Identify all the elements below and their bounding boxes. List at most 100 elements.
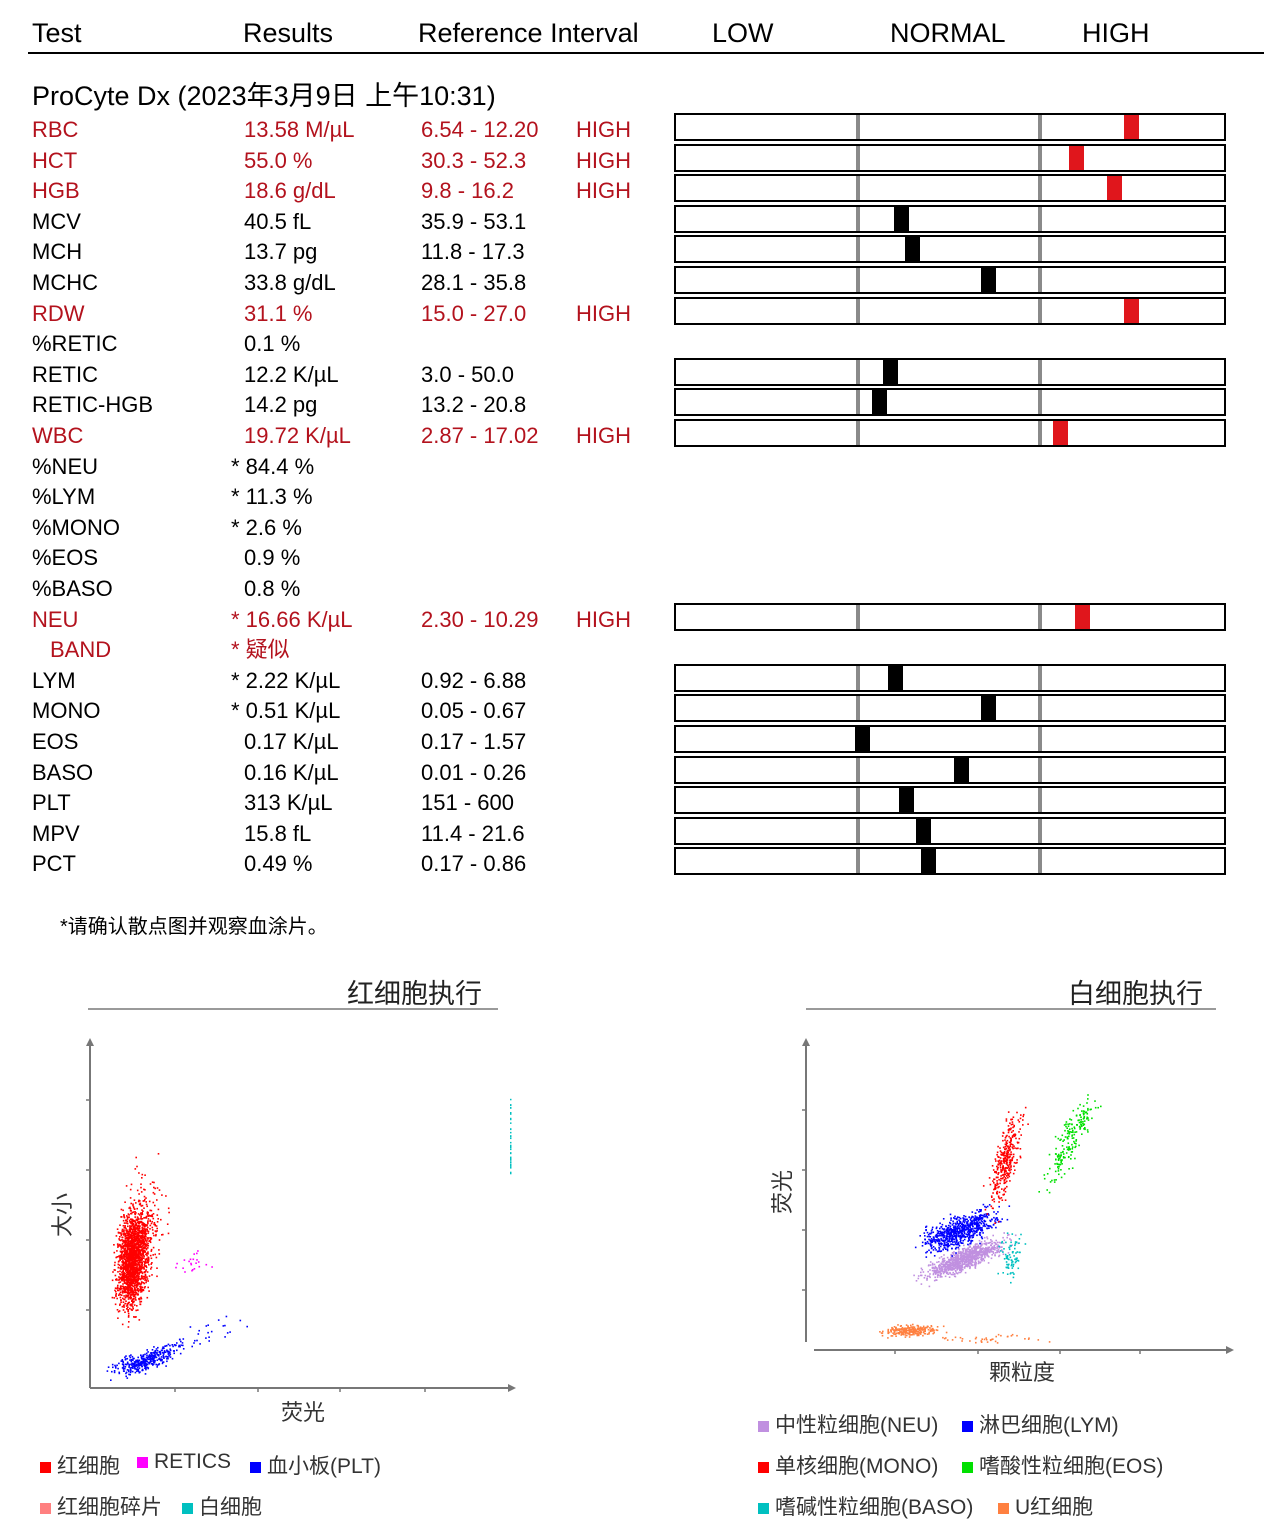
rbc-point	[125, 1305, 128, 1307]
neu-point	[952, 1259, 954, 1261]
eos-point	[1043, 1177, 1046, 1180]
lym-point	[959, 1225, 961, 1228]
mono-point	[1005, 1158, 1008, 1161]
rbc-point	[122, 1267, 124, 1270]
rbc-point	[141, 1223, 143, 1226]
lym-point	[971, 1223, 974, 1226]
neu-point	[961, 1266, 963, 1269]
neu-point	[986, 1248, 989, 1251]
lym-point	[962, 1225, 964, 1227]
plt-point	[144, 1373, 147, 1375]
rbc-point	[150, 1209, 153, 1212]
lym-point	[989, 1225, 991, 1227]
rbc-point	[139, 1214, 141, 1216]
rbc-point	[141, 1257, 143, 1260]
eos-point	[1056, 1162, 1058, 1165]
mono-point	[1006, 1152, 1008, 1155]
lym-point	[971, 1220, 974, 1222]
lym-point	[990, 1225, 992, 1228]
lym-point	[956, 1227, 959, 1230]
rbc-point	[126, 1266, 128, 1268]
rbc-point	[137, 1200, 140, 1203]
mono-point	[999, 1150, 1002, 1152]
baso-point	[1007, 1266, 1009, 1268]
rbc-point	[145, 1248, 148, 1251]
rbc-point	[142, 1252, 145, 1255]
lym-point	[961, 1229, 963, 1232]
plt-point	[154, 1355, 156, 1357]
lym-point	[994, 1220, 996, 1222]
rbc-point	[122, 1239, 125, 1242]
rbc-point	[136, 1263, 139, 1266]
eos-point	[1063, 1139, 1065, 1141]
baso-point	[1011, 1233, 1014, 1235]
mono-point	[1003, 1173, 1006, 1176]
eos-point	[1083, 1110, 1086, 1113]
plt-point	[156, 1364, 159, 1366]
neu-point	[944, 1271, 946, 1273]
eos-point	[1071, 1146, 1074, 1148]
rbc-point	[137, 1267, 139, 1270]
eos-point	[1079, 1125, 1081, 1128]
rbc-point	[136, 1255, 139, 1258]
rbc-point	[139, 1245, 141, 1247]
eos-point	[1078, 1121, 1081, 1124]
neu-point	[965, 1250, 968, 1252]
plt-point	[169, 1349, 172, 1352]
eos-point	[1068, 1168, 1070, 1170]
rbc-point	[132, 1227, 135, 1229]
rbc-point	[124, 1302, 126, 1305]
rbc-point	[134, 1249, 136, 1252]
rbc-point	[129, 1244, 131, 1246]
rbc-point	[140, 1276, 143, 1278]
lym-point	[955, 1232, 957, 1235]
rbc-point	[147, 1212, 149, 1214]
neu-point	[960, 1267, 962, 1270]
neu-point	[986, 1237, 989, 1240]
rbc-point	[126, 1245, 128, 1247]
rbc-point	[144, 1260, 147, 1263]
rbc-point	[119, 1287, 121, 1290]
mono-point	[1001, 1177, 1003, 1180]
plt-point	[163, 1353, 165, 1355]
rbc-point	[143, 1231, 146, 1233]
neu-point	[975, 1257, 977, 1260]
plt-point	[152, 1358, 155, 1361]
mono-point	[1003, 1154, 1006, 1157]
rbc-point	[133, 1264, 135, 1267]
eos-point	[1065, 1123, 1067, 1125]
neu-point	[943, 1257, 946, 1260]
rbc-point	[144, 1231, 147, 1233]
rbc-point	[134, 1280, 136, 1283]
rbc-point	[132, 1204, 134, 1207]
lym-point	[993, 1216, 995, 1219]
mono-point	[1009, 1122, 1011, 1124]
rbc-point	[120, 1245, 123, 1248]
rbc-point	[113, 1251, 116, 1254]
rbc-point	[148, 1263, 150, 1266]
rbc-point	[126, 1215, 128, 1217]
lym-point	[937, 1235, 939, 1237]
retic-point	[190, 1262, 192, 1265]
mono-point	[1003, 1179, 1006, 1181]
rbc-point	[119, 1244, 122, 1246]
eos-point	[1060, 1154, 1062, 1156]
gauge-normal-high-divider	[1038, 849, 1042, 874]
neu-point	[941, 1258, 944, 1261]
row-reference-interval: 0.92 - 6.88	[421, 667, 527, 693]
rbc-point	[132, 1257, 135, 1260]
lym-point	[969, 1226, 972, 1229]
rbc-point	[145, 1266, 148, 1269]
rbc-point	[136, 1234, 138, 1237]
neu-point	[964, 1271, 967, 1274]
eos-point	[1072, 1129, 1074, 1132]
baso-point	[1014, 1242, 1017, 1245]
lym-point	[995, 1213, 998, 1215]
rbc-point	[143, 1195, 146, 1198]
mono-point	[1022, 1115, 1024, 1118]
eos-point	[1080, 1123, 1082, 1125]
rbc-point	[122, 1246, 125, 1248]
gauge-low-normal-divider	[856, 818, 860, 843]
rbc-point	[127, 1261, 129, 1263]
rbc-point	[126, 1282, 128, 1284]
